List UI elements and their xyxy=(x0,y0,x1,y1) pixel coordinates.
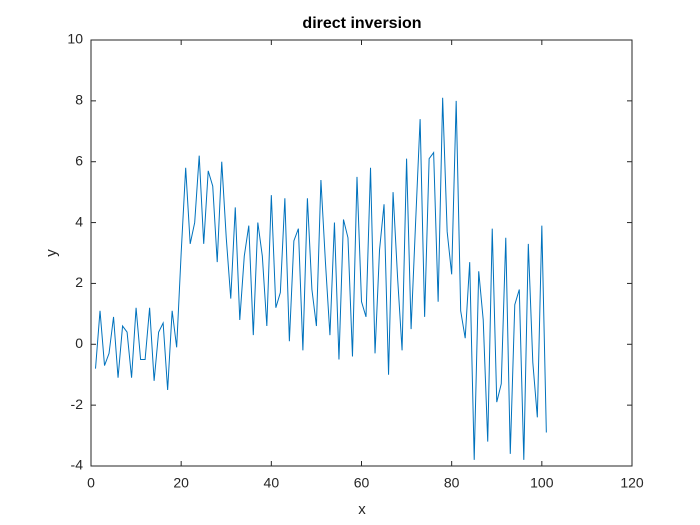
y-axis-label: y xyxy=(43,249,60,257)
plot-area xyxy=(90,39,633,467)
y-tick-label: 6 xyxy=(75,152,83,168)
y-tick-label: -2 xyxy=(71,396,84,412)
y-tick-label: 8 xyxy=(75,92,83,108)
data-line xyxy=(95,97,547,460)
x-tick-label: 40 xyxy=(264,475,280,491)
chart-title: direct inversion xyxy=(302,15,421,32)
x-tick-label: 100 xyxy=(530,475,554,491)
y-tick-label: 2 xyxy=(75,274,83,290)
x-axis-label: x xyxy=(358,501,366,518)
x-tick-label: 20 xyxy=(173,475,189,491)
x-tick-label: 60 xyxy=(354,475,370,491)
y-tick-label: 10 xyxy=(67,31,83,47)
y-tick-label: -4 xyxy=(71,457,84,473)
y-tick-label: 4 xyxy=(75,213,83,229)
x-tick-label: 120 xyxy=(620,475,644,491)
y-tick-label: 0 xyxy=(75,335,83,351)
x-tick-label: 0 xyxy=(87,475,95,491)
x-tick-label: 80 xyxy=(444,475,460,491)
